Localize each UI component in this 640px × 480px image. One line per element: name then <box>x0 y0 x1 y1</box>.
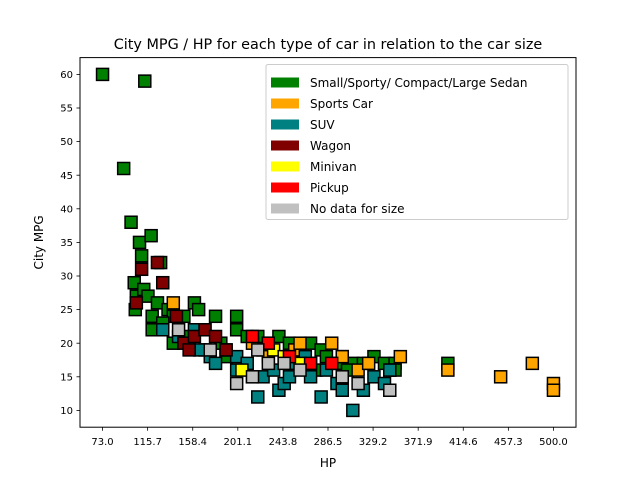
x-tick-label: 73.0 <box>91 437 113 448</box>
y-tick-label: 10 <box>60 406 73 417</box>
x-tick-label: 329.2 <box>359 437 388 448</box>
data-point <box>293 363 307 377</box>
data-point <box>208 329 223 344</box>
x-tick-label: 115.7 <box>133 437 162 448</box>
data-point <box>138 74 152 88</box>
x-tick-label: 158.4 <box>178 437 207 448</box>
x-axis-label: HP <box>320 456 336 470</box>
x-tick-label: 414.6 <box>449 437 478 448</box>
y-tick-label: 45 <box>60 171 73 182</box>
y-tick-label: 35 <box>60 238 73 249</box>
data-point <box>335 370 350 384</box>
data-point <box>229 309 244 324</box>
x-tick-label: 201.1 <box>223 437 252 448</box>
y-tick-label: 15 <box>60 372 73 383</box>
legend-swatch <box>271 140 299 151</box>
data-point <box>324 336 339 350</box>
data-point <box>155 275 170 290</box>
data-point <box>169 309 184 324</box>
legend-label: SUV <box>310 118 335 132</box>
legend-swatch <box>271 182 299 193</box>
legend-label: No data for size <box>310 202 405 216</box>
data-point <box>203 343 218 357</box>
data-point <box>171 323 186 337</box>
data-point <box>493 370 508 384</box>
data-point <box>324 356 339 371</box>
data-point <box>245 370 260 384</box>
data-point <box>134 262 149 277</box>
x-tick-label: 286.5 <box>314 437 343 448</box>
data-point <box>182 343 196 357</box>
legend-frame <box>265 64 569 220</box>
data-point <box>144 228 158 243</box>
data-point <box>155 323 170 337</box>
data-point <box>132 235 147 250</box>
data-point <box>129 296 144 310</box>
x-tick-label: 243.8 <box>269 437 298 448</box>
legend-swatch <box>271 98 299 109</box>
data-point <box>383 363 397 377</box>
data-point <box>441 363 455 377</box>
data-point <box>166 296 181 310</box>
data-point <box>191 302 206 317</box>
data-point <box>116 161 131 176</box>
legend-swatch <box>271 119 299 130</box>
data-point <box>208 309 223 324</box>
data-point <box>261 356 276 371</box>
x-tick-label: 457.3 <box>494 437 523 448</box>
data-point <box>219 343 233 357</box>
data-point <box>277 356 291 371</box>
data-point <box>293 336 307 350</box>
legend-label: Minivan <box>310 160 357 174</box>
chart-title: City MPG / HP for each type of car in re… <box>114 37 543 53</box>
data-point <box>346 403 360 418</box>
legend: Small/Sporty/ Compact/Large Sedan Sports … <box>265 64 569 220</box>
y-tick-label: 25 <box>60 305 73 316</box>
data-point <box>383 383 397 397</box>
data-point <box>314 390 328 404</box>
data-point <box>124 215 138 229</box>
data-point <box>208 356 223 371</box>
legend-swatch <box>271 77 299 88</box>
y-axis-ticks: 10 15 20 25 30 35 40 45 50 55 60 <box>60 70 80 417</box>
data-point <box>134 249 149 263</box>
data-point <box>335 383 350 397</box>
data-points <box>95 67 561 418</box>
data-point <box>351 376 365 391</box>
legend-swatch <box>271 161 299 172</box>
x-tick-label: 371.9 <box>404 437 433 448</box>
legend-swatch <box>271 203 299 214</box>
data-point <box>393 349 408 364</box>
x-tick-label: 500.0 <box>539 437 568 448</box>
data-point <box>251 343 265 357</box>
y-tick-label: 40 <box>60 204 73 215</box>
data-point <box>245 329 260 344</box>
y-tick-label: 30 <box>60 272 73 283</box>
data-point <box>546 383 561 397</box>
y-tick-label: 55 <box>60 104 73 115</box>
data-point <box>525 356 540 371</box>
x-axis-ticks: 73.0 115.7 158.4 201.1 243.8 286.5 329.2 371.9 4… <box>91 427 568 448</box>
data-point <box>229 376 244 391</box>
legend-label: Pickup <box>310 181 349 195</box>
y-axis-label: City MPG <box>32 215 46 269</box>
data-point <box>95 67 110 82</box>
legend-label: Wagon <box>310 139 351 153</box>
legend-label: Sports Car <box>310 97 373 111</box>
y-tick-label: 20 <box>60 339 73 350</box>
y-tick-label: 50 <box>60 137 73 148</box>
data-point <box>361 356 376 371</box>
data-point <box>251 390 265 404</box>
legend-label: Small/Sporty/ Compact/Large Sedan <box>310 76 527 90</box>
y-tick-label: 60 <box>60 70 73 81</box>
data-point <box>150 255 165 270</box>
